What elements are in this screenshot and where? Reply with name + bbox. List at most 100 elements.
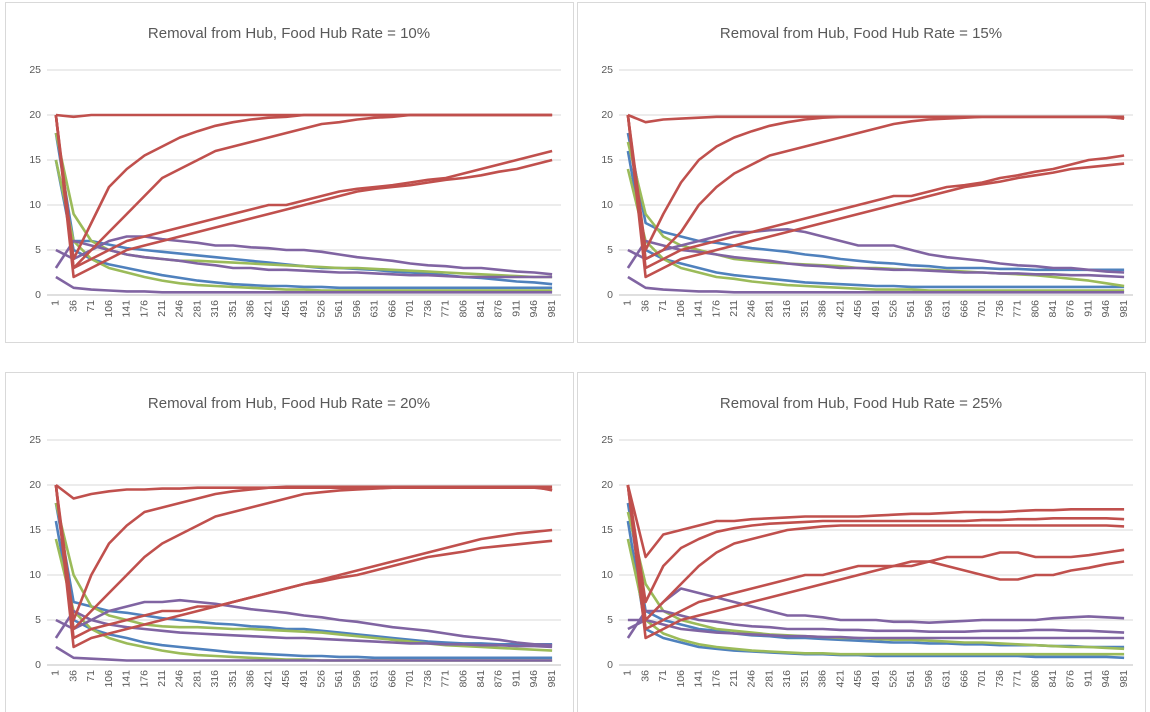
x-tick-label: 246	[746, 670, 758, 688]
x-tick-label: 316	[781, 670, 793, 688]
series-line	[626, 484, 1125, 631]
x-tick-label: 141	[693, 300, 705, 318]
x-tick-label: 456	[852, 670, 864, 688]
series-line	[626, 484, 1125, 604]
series-line	[627, 618, 1125, 640]
x-tick-label: 456	[852, 300, 864, 318]
series-line	[55, 275, 553, 294]
x-tick-label: 911	[1082, 300, 1094, 317]
x-tick-label: 526	[316, 670, 328, 688]
x-tick-label: 981	[546, 300, 558, 318]
series-line	[626, 484, 1125, 559]
x-tick-label: 71	[657, 670, 669, 682]
x-tick-label: 1	[50, 670, 62, 676]
series-line	[55, 598, 553, 647]
x-tick-label: 1	[622, 670, 634, 676]
x-tick-label: 701	[404, 300, 416, 318]
series-line	[54, 159, 553, 290]
x-tick-label: 526	[888, 670, 900, 688]
x-tick-label: 491	[870, 300, 882, 318]
x-tick-label: 456	[280, 670, 292, 688]
x-tick-label: 596	[351, 670, 363, 688]
series-line	[627, 587, 1125, 624]
y-tick-label: 10	[29, 569, 41, 581]
x-tick-label: 666	[958, 670, 970, 688]
x-tick-label: 211	[728, 670, 740, 687]
y-tick-label: 25	[601, 64, 613, 76]
series-line	[54, 114, 553, 270]
series-line	[626, 609, 1125, 639]
series-line	[54, 114, 553, 279]
x-tick-label: 71	[657, 300, 669, 312]
panel-border	[577, 372, 1146, 712]
series-line	[54, 609, 553, 649]
x-tick-label: 211	[156, 300, 168, 317]
x-tick-label: 666	[386, 670, 398, 688]
x-tick-label: 141	[121, 670, 133, 688]
x-tick-label: 981	[546, 670, 558, 688]
x-tick-label: 736	[422, 670, 434, 688]
x-tick-label: 1	[622, 300, 634, 306]
x-tick-label: 666	[958, 300, 970, 318]
x-tick-label: 141	[693, 670, 705, 688]
x-tick-label: 596	[923, 670, 935, 688]
series-line	[626, 484, 1125, 640]
x-tick-label: 736	[994, 670, 1006, 688]
x-tick-label: 351	[227, 300, 239, 318]
x-tick-label: 806	[1029, 670, 1041, 688]
series-line	[626, 114, 1125, 279]
x-tick-label: 876	[1065, 670, 1077, 688]
y-tick-label: 5	[35, 614, 41, 626]
x-tick-label: 316	[209, 300, 221, 318]
x-tick-label: 1	[50, 300, 62, 306]
x-tick-label: 526	[888, 300, 900, 318]
x-tick-label: 386	[817, 670, 829, 688]
series-line	[627, 228, 1125, 274]
x-tick-label: 491	[870, 670, 882, 688]
x-tick-label: 701	[976, 670, 988, 688]
x-tick-label: 176	[710, 670, 722, 688]
series-line	[626, 114, 1125, 270]
x-tick-label: 701	[404, 670, 416, 688]
y-tick-label: 25	[601, 434, 613, 446]
series-line	[626, 114, 1125, 261]
x-tick-label: 876	[493, 670, 505, 688]
x-tick-label: 421	[262, 300, 274, 318]
x-tick-label: 106	[103, 670, 115, 688]
x-tick-label: 736	[994, 300, 1006, 318]
x-tick-label: 561	[905, 670, 917, 688]
chart-title: Removal from Hub, Food Hub Rate = 25%	[720, 395, 1002, 412]
x-tick-label: 36	[67, 670, 79, 682]
x-tick-label: 876	[493, 300, 505, 318]
x-tick-label: 386	[245, 300, 257, 318]
x-tick-label: 176	[710, 300, 722, 318]
y-tick-label: 10	[601, 199, 613, 211]
x-tick-label: 596	[351, 300, 363, 318]
x-tick-label: 36	[639, 670, 651, 682]
x-tick-label: 596	[923, 300, 935, 318]
x-tick-label: 106	[675, 300, 687, 318]
x-tick-label: 561	[333, 670, 345, 688]
y-tick-label: 20	[601, 109, 613, 121]
x-tick-label: 526	[316, 300, 328, 318]
series-line	[54, 484, 553, 631]
x-tick-label: 491	[298, 300, 310, 318]
x-tick-label: 421	[834, 300, 846, 318]
series-line	[54, 484, 553, 649]
y-tick-label: 5	[607, 244, 613, 256]
x-tick-label: 316	[209, 670, 221, 688]
x-tick-label: 771	[1012, 670, 1024, 688]
x-tick-label: 36	[67, 300, 79, 312]
x-tick-label: 421	[262, 670, 274, 688]
x-tick-label: 911	[510, 670, 522, 687]
x-tick-label: 281	[191, 670, 203, 688]
x-tick-label: 771	[440, 670, 452, 688]
x-tick-label: 106	[675, 670, 687, 688]
x-tick-label: 246	[746, 300, 758, 318]
y-tick-label: 0	[607, 289, 613, 301]
x-tick-label: 841	[475, 670, 487, 688]
x-tick-label: 351	[799, 300, 811, 318]
chart-panel: Removal from Hub, Food Hub Rate = 15% 0 5 1…	[577, 2, 1146, 343]
x-tick-label: 106	[103, 300, 115, 318]
